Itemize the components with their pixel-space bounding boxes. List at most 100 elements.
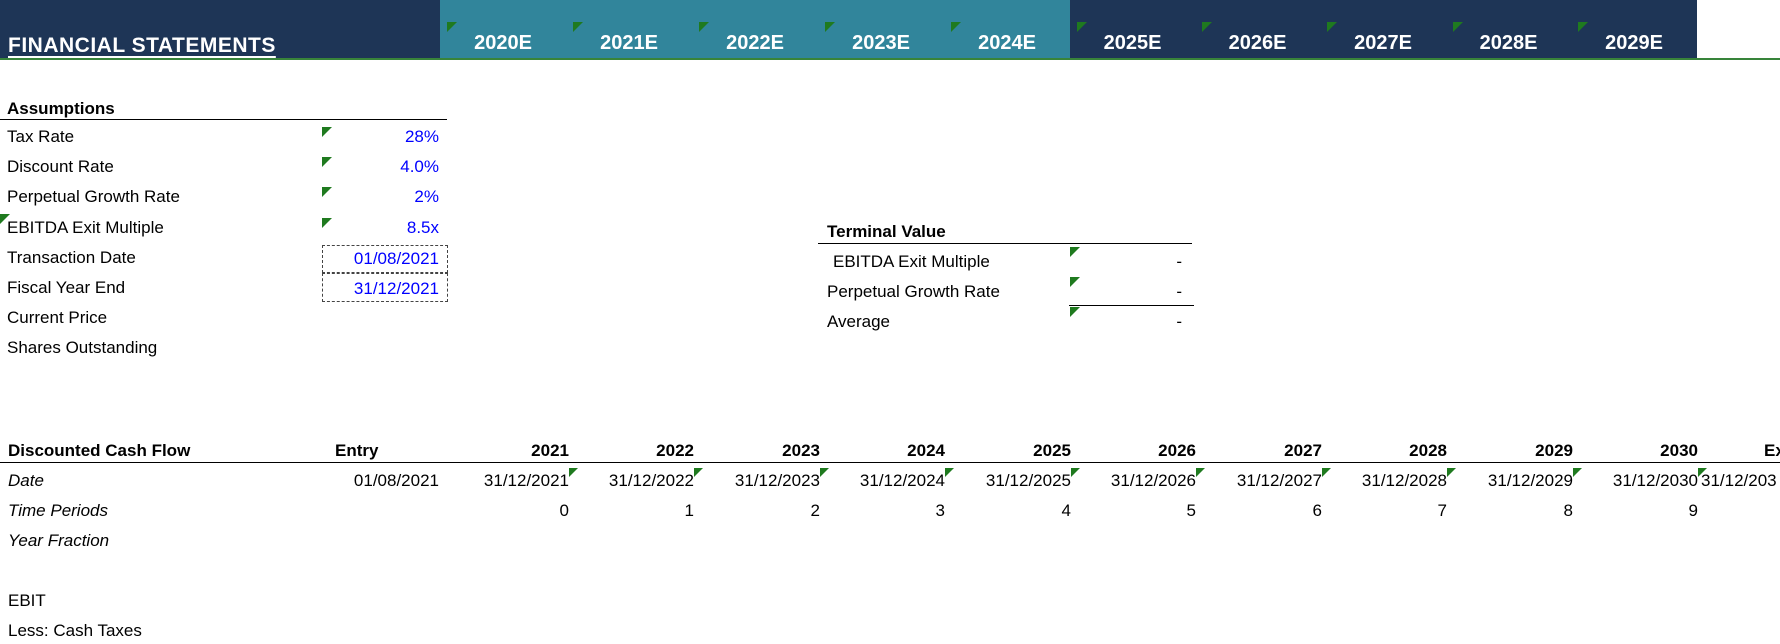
flag-icon (951, 22, 961, 32)
period-cell[interactable]: 0 (559, 501, 569, 520)
value-cell-tv-average[interactable]: - (1176, 312, 1182, 331)
flag-icon (322, 157, 332, 167)
flag-icon (1578, 22, 1588, 32)
date-cell[interactable]: 31/12/2030 (1612, 471, 1698, 490)
year-header-label: 2027E (1354, 32, 1412, 54)
row-label: Discount Rate (7, 157, 114, 176)
value-cell-tv-ebitda-exit[interactable]: - (1176, 252, 1182, 271)
flag-icon (0, 214, 10, 224)
column-header-year: 2027 (1284, 441, 1322, 460)
date-cell[interactable]: 31/12/2022 (608, 471, 694, 490)
input-cell-fiscal-year-end[interactable]: 31/12/2021 (353, 279, 439, 298)
date-cell[interactable]: 31/12/2026 (1110, 471, 1196, 490)
date-cell[interactable]: 31/12/2027 (1236, 471, 1322, 490)
flag-icon (1573, 468, 1582, 477)
row-label: Year Fraction (8, 531, 110, 550)
date-cell[interactable]: 31/12/2024 (859, 471, 945, 490)
flag-icon (1196, 468, 1205, 477)
row-label: Perpetual Growth Rate (827, 282, 1000, 301)
column-header-year: 2021 (531, 441, 569, 460)
input-box (322, 245, 448, 273)
column-header-year: 2030 (1660, 441, 1698, 460)
section-rule (818, 243, 1192, 244)
year-header-label: 2029E (1605, 32, 1663, 54)
year-header-2020e: 2020E (440, 0, 566, 58)
period-cell[interactable]: 3 (935, 501, 945, 520)
year-header-label: 2026E (1228, 32, 1287, 54)
column-header-year: 2028 (1409, 441, 1447, 460)
date-cell-exit[interactable]: 31/12/203 (1701, 471, 1777, 490)
column-header-year: 2023 (782, 441, 820, 460)
row-label: Shares Outstanding (7, 338, 158, 357)
flag-icon (1202, 22, 1212, 32)
date-cell[interactable]: 31/12/2023 (734, 471, 820, 490)
row-label: Date (8, 471, 44, 490)
year-header-label: 2022E (726, 32, 784, 54)
period-cell[interactable]: 8 (1563, 501, 1573, 520)
date-cell[interactable]: 31/12/2021 (483, 471, 569, 490)
date-cell[interactable]: 31/12/2028 (1361, 471, 1447, 490)
column-header-year: 2029 (1535, 441, 1573, 460)
flag-icon (1070, 247, 1080, 257)
flag-icon (820, 468, 829, 477)
year-header-label: 2024E (978, 32, 1036, 54)
row-label: Average (827, 312, 891, 331)
input-cell-perpetual-growth-rate[interactable]: 2% (414, 187, 439, 206)
row-label: Time Periods (8, 501, 108, 520)
flag-icon (699, 22, 709, 32)
flag-icon (322, 187, 332, 197)
date-cell[interactable]: 31/12/2029 (1487, 471, 1573, 490)
flag-icon (573, 22, 583, 32)
flag-icon (1070, 307, 1080, 317)
date-cell[interactable]: 31/12/2025 (985, 471, 1071, 490)
flag-icon (1077, 22, 1087, 32)
page-title: FINANCIAL STATEMENTS (8, 34, 276, 57)
section-title: Assumptions (7, 99, 115, 118)
flag-icon (694, 468, 703, 477)
flag-icon (1698, 468, 1707, 477)
column-header-year: 2025 (1033, 441, 1071, 460)
year-header-2021e: 2021E (566, 0, 692, 58)
flag-icon (1447, 468, 1456, 477)
table-title: Discounted Cash Flow (8, 441, 191, 460)
column-header-year: 2026 (1158, 441, 1196, 460)
date-cell-entry[interactable]: 01/08/2021 (353, 471, 439, 490)
flag-icon (322, 218, 332, 228)
period-cell[interactable]: 5 (1186, 501, 1196, 520)
flag-icon (569, 468, 578, 477)
flag-icon (1322, 468, 1331, 477)
section-title: Terminal Value (827, 222, 946, 241)
row-label: Transaction Date (7, 248, 136, 267)
value-cell-tv-perpetual-growth[interactable]: - (1176, 282, 1182, 301)
year-header-label: 2023E (852, 32, 910, 54)
flag-icon (825, 22, 835, 32)
input-cell-tax-rate[interactable]: 28% (404, 127, 439, 146)
row-label: Tax Rate (7, 127, 75, 146)
period-cell[interactable]: 4 (1061, 501, 1071, 520)
row-label: EBITDA Exit Multiple (7, 218, 164, 237)
column-header-exit: Ex (1764, 441, 1780, 460)
input-cell-ebitda-exit-multiple[interactable]: 8.5x (406, 218, 439, 237)
row-label: Perpetual Growth Rate (7, 187, 180, 206)
year-header-2022e: 2022E (692, 0, 818, 58)
period-cell[interactable]: 7 (1437, 501, 1447, 520)
period-cell[interactable]: 2 (810, 501, 820, 520)
sum-rule (1069, 305, 1194, 306)
column-header-year: 2024 (907, 441, 945, 460)
row-label: Current Price (7, 308, 108, 327)
flag-icon (1453, 22, 1463, 32)
period-cell[interactable]: 9 (1688, 501, 1698, 520)
input-cell-discount-rate[interactable]: 4.0% (400, 157, 439, 176)
year-header-2028e: 2028E (1446, 0, 1571, 58)
year-header-label: 2021E (600, 32, 658, 54)
row-label: Less: Cash Taxes (8, 621, 142, 640)
input-cell-transaction-date[interactable]: 01/08/2021 (353, 249, 439, 268)
year-header-2024e: 2024E (944, 0, 1070, 58)
input-box (322, 273, 448, 302)
column-header-entry: Entry (335, 441, 379, 460)
year-header-label: 2028E (1479, 32, 1538, 54)
period-cell[interactable]: 1 (684, 501, 694, 520)
period-cell[interactable]: 6 (1312, 501, 1322, 520)
row-label: EBITDA Exit Multiple (833, 252, 990, 271)
